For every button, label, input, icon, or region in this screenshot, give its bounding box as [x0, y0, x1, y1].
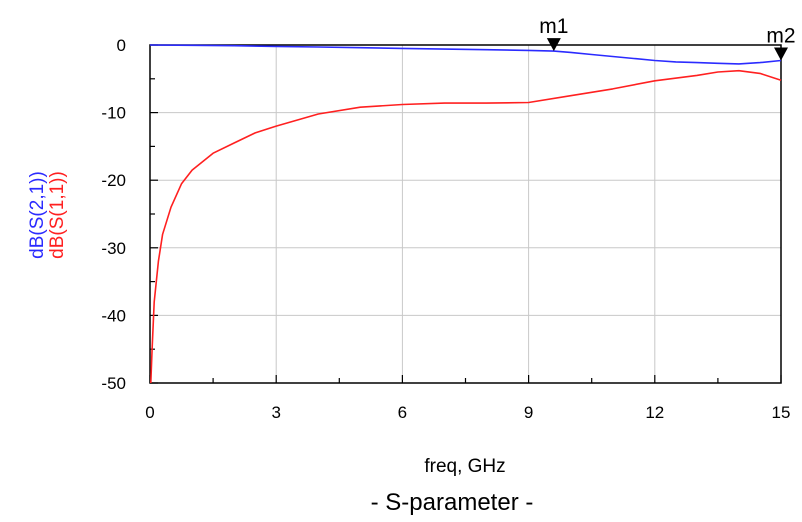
x-tick-label: 0: [145, 403, 154, 422]
marker-m2-triangle: [774, 47, 788, 61]
y-tick-label: -50: [101, 374, 126, 393]
x-tick-label: 3: [271, 403, 280, 422]
minor-ticks: [149, 44, 782, 384]
x-tick-label: 6: [398, 403, 407, 422]
y-tick-label: 0: [117, 36, 126, 55]
y-tick-label: -40: [101, 306, 126, 325]
grid-lines: [150, 45, 781, 383]
y-tick-label: -30: [101, 239, 126, 258]
y-axis-title-s21: dB(S(2,1)): [27, 171, 48, 259]
chart-caption: - S-parameter -: [371, 489, 534, 516]
marker-m1-label: m1: [539, 15, 568, 38]
x-tick-label: 12: [645, 403, 664, 422]
plot-area-frame: [149, 44, 782, 384]
marker-m1-triangle: [546, 38, 561, 52]
marker-m2-label: m2: [766, 25, 795, 48]
series-lines: [149, 44, 782, 384]
series-line-s11: [150, 69, 782, 384]
x-tick-labels: 0 3 6 9 12 15: [145, 403, 790, 422]
x-tick-label: 9: [524, 403, 533, 422]
y-tick-label: -10: [101, 104, 126, 123]
y-tick-label: -20: [101, 171, 126, 190]
markers: m1 m2: [539, 15, 796, 61]
y-axis-title-s11: dB(S(1,1)): [47, 171, 68, 259]
x-axis-title: freq, GHz: [424, 456, 505, 477]
series-line-s21: [149, 44, 782, 65]
x-tick-label: 15: [772, 403, 791, 422]
y-tick-labels: 0 -10 -20 -30 -40 -50: [101, 36, 126, 393]
